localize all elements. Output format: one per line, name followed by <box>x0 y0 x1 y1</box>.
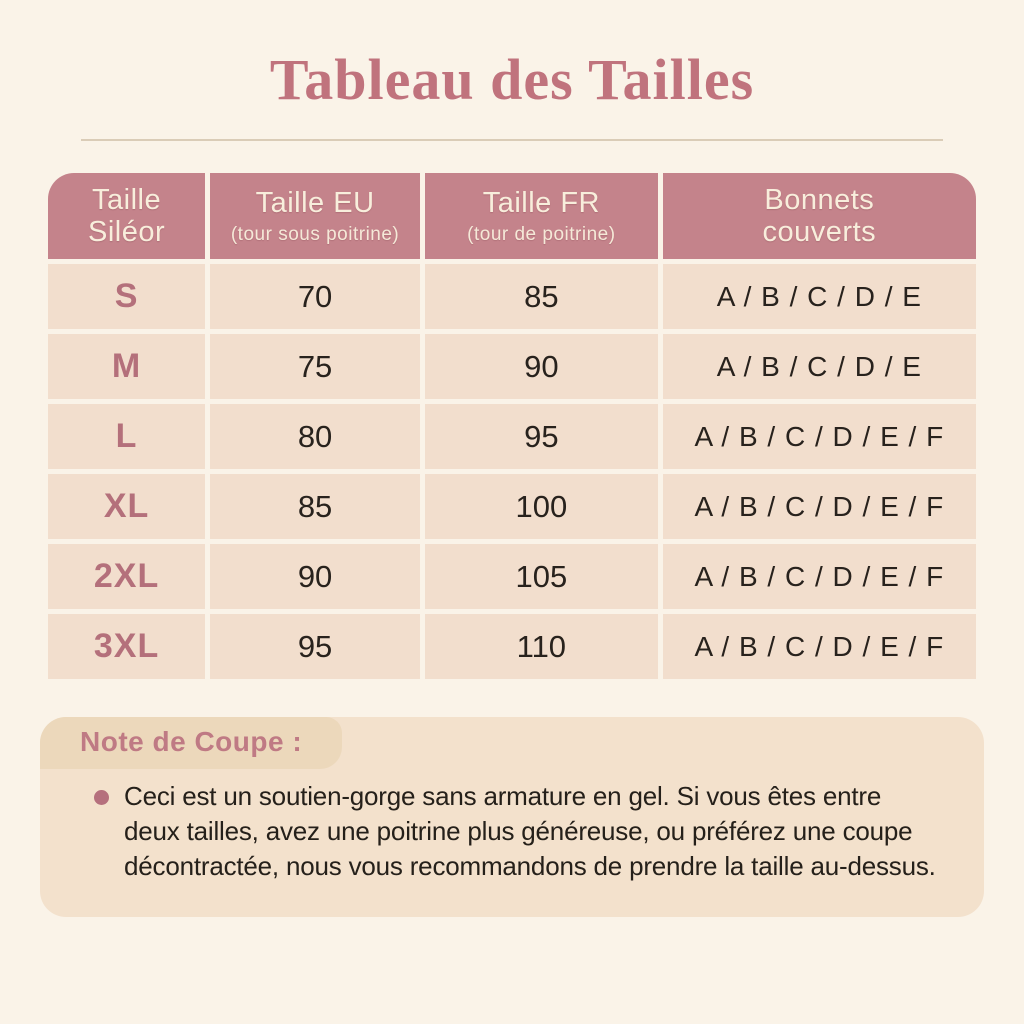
fr-cell: 90 <box>424 334 658 399</box>
fr-cell: 110 <box>424 614 658 679</box>
header-size-line2: Siléor <box>87 216 166 248</box>
eu-cell: 90 <box>210 544 420 609</box>
note-label: Note de Coupe : <box>80 726 303 757</box>
note-box: Note de Coupe : Ceci est un soutien-gorg… <box>40 717 984 918</box>
header-eu-title: Taille EU <box>255 187 375 220</box>
cups-cell: A / B / C / D / E / F <box>662 474 976 539</box>
cups-cell: A / B / C / D / E <box>662 334 976 399</box>
header-cell-fr: Taille FR (tour de poitrine) <box>424 173 658 259</box>
header-cups-line1: Bonnets <box>764 183 875 216</box>
header-cell-cups: Bonnets couverts <box>662 173 976 259</box>
cups-cell: A / B / C / D / E <box>662 264 976 329</box>
size-cell: S <box>48 264 206 329</box>
bullet-icon <box>94 790 109 805</box>
header-cups-line2: couverts <box>762 216 877 248</box>
eu-cell: 85 <box>210 474 420 539</box>
size-table: Taille Siléor Taille EU (tour sous poitr… <box>48 173 976 679</box>
size-cell: 2XL <box>48 544 206 609</box>
size-cell: XL <box>48 474 206 539</box>
header-fr-title: Taille FR <box>482 187 600 220</box>
eu-cell: 70 <box>210 264 420 329</box>
header-eu-subtitle: (tour sous poitrine) <box>230 223 400 245</box>
cups-cell: A / B / C / D / E / F <box>662 404 976 469</box>
note-tab: Note de Coupe : <box>40 717 343 769</box>
header-cell-size: Taille Siléor <box>48 173 206 259</box>
size-cell: M <box>48 334 206 399</box>
header-size-line1: Taille <box>92 183 162 216</box>
size-cell: L <box>48 404 206 469</box>
page-title: Tableau des Tailles <box>269 47 755 112</box>
eu-cell: 95 <box>210 614 420 679</box>
cups-cell: A / B / C / D / E / F <box>662 614 976 679</box>
cups-cell: A / B / C / D / E / F <box>662 544 976 609</box>
fr-cell: 95 <box>424 404 658 469</box>
header-cell-eu: Taille EU (tour sous poitrine) <box>210 173 420 259</box>
fr-cell: 85 <box>424 264 658 329</box>
eu-cell: 75 <box>210 334 420 399</box>
note-item: Ceci est un soutien-gorge sans armature … <box>94 779 942 883</box>
header-fr-subtitle: (tour de poitrine) <box>467 223 616 245</box>
note-text: Ceci est un soutien-gorge sans armature … <box>124 781 936 881</box>
eu-cell: 80 <box>210 404 420 469</box>
title-divider <box>81 139 943 141</box>
fr-cell: 105 <box>424 544 658 609</box>
fr-cell: 100 <box>424 474 658 539</box>
size-cell: 3XL <box>48 614 206 679</box>
